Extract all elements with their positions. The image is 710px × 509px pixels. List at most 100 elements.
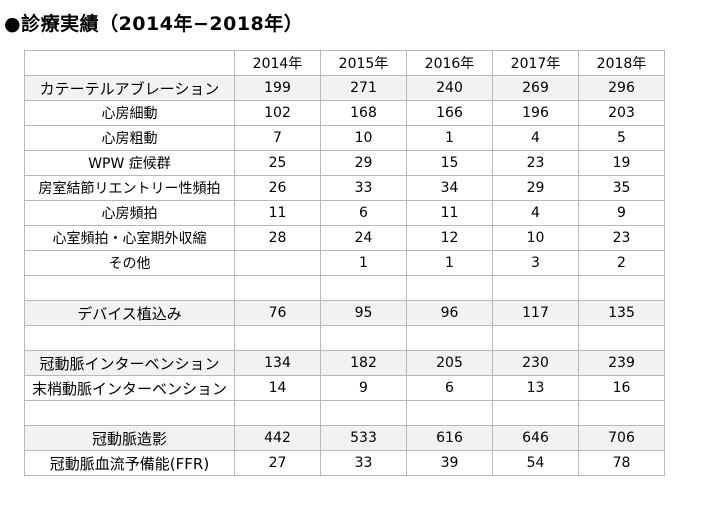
table-row: 冠動脈造影 442 533 616 646 706 bbox=[24, 425, 665, 451]
value-cell: 442 bbox=[234, 425, 321, 451]
value-cell bbox=[492, 400, 579, 426]
value-cell: 271 bbox=[320, 75, 407, 101]
row-label: 心房細動 bbox=[24, 100, 235, 126]
value-cell: 166 bbox=[406, 100, 493, 126]
header-cell bbox=[24, 50, 235, 76]
table-row: 心房細動 102 168 166 196 203 bbox=[24, 100, 665, 126]
header-cell-2014: 2014年 bbox=[234, 50, 321, 76]
value-cell: 23 bbox=[578, 225, 665, 251]
value-cell: 76 bbox=[234, 300, 321, 326]
table-row: 心房頻拍 11 6 11 4 9 bbox=[24, 200, 665, 226]
value-cell: 269 bbox=[492, 75, 579, 101]
value-cell: 240 bbox=[406, 75, 493, 101]
value-cell bbox=[578, 275, 665, 301]
row-label: デバイス植込み bbox=[24, 300, 235, 326]
value-cell: 14 bbox=[234, 375, 321, 401]
row-label: WPW 症候群 bbox=[24, 150, 235, 176]
value-cell: 706 bbox=[578, 425, 665, 451]
row-label: 房室結節リエントリー性頻拍 bbox=[24, 175, 235, 201]
value-cell bbox=[320, 325, 407, 351]
value-cell: 11 bbox=[234, 200, 321, 226]
value-cell: 25 bbox=[234, 150, 321, 176]
value-cell: 96 bbox=[406, 300, 493, 326]
row-label: 心房粗動 bbox=[24, 125, 235, 151]
value-cell: 33 bbox=[320, 450, 407, 476]
value-cell: 35 bbox=[578, 175, 665, 201]
value-cell: 11 bbox=[406, 200, 493, 226]
value-cell bbox=[492, 325, 579, 351]
value-cell bbox=[234, 400, 321, 426]
table-row: 心室頻拍・心室期外収縮 28 24 12 10 23 bbox=[24, 225, 665, 251]
value-cell: 54 bbox=[492, 450, 579, 476]
value-cell bbox=[234, 275, 321, 301]
row-label: その他 bbox=[24, 250, 235, 276]
value-cell: 23 bbox=[492, 150, 579, 176]
value-cell: 4 bbox=[492, 125, 579, 151]
value-cell: 182 bbox=[320, 350, 407, 376]
value-cell bbox=[406, 275, 493, 301]
table-row bbox=[24, 400, 665, 426]
value-cell: 29 bbox=[320, 150, 407, 176]
table-row: WPW 症候群 25 29 15 23 19 bbox=[24, 150, 665, 176]
table-header-row: 2014年 2015年 2016年 2017年 2018年 bbox=[24, 50, 665, 76]
value-cell: 95 bbox=[320, 300, 407, 326]
value-cell: 296 bbox=[578, 75, 665, 101]
table-row: カテーテルアブレーション 199 271 240 269 296 bbox=[24, 75, 665, 101]
value-cell: 135 bbox=[578, 300, 665, 326]
row-label bbox=[24, 400, 235, 426]
header-cell-2015: 2015年 bbox=[320, 50, 407, 76]
value-cell: 9 bbox=[320, 375, 407, 401]
value-cell: 4 bbox=[492, 200, 579, 226]
row-label: 心房頻拍 bbox=[24, 200, 235, 226]
value-cell: 2 bbox=[578, 250, 665, 276]
value-cell: 646 bbox=[492, 425, 579, 451]
value-cell: 10 bbox=[320, 125, 407, 151]
table-row: 心房粗動 7 10 1 4 5 bbox=[24, 125, 665, 151]
row-label bbox=[24, 275, 235, 301]
value-cell: 15 bbox=[406, 150, 493, 176]
table-body: カテーテルアブレーション 199 271 240 269 296 心房細動 102 168 166… bbox=[24, 75, 665, 476]
value-cell bbox=[320, 275, 407, 301]
page-title: ●診療実績（2014年−2018年） bbox=[4, 13, 304, 35]
row-label: 冠動脈血流予備能(FFR) bbox=[24, 450, 235, 476]
value-cell: 39 bbox=[406, 450, 493, 476]
value-cell: 168 bbox=[320, 100, 407, 126]
value-cell: 3 bbox=[492, 250, 579, 276]
value-cell: 205 bbox=[406, 350, 493, 376]
value-cell: 199 bbox=[234, 75, 321, 101]
table-row bbox=[24, 325, 665, 351]
results-table: 2014年 2015年 2016年 2017年 2018年 カテーテルアブレーシ… bbox=[24, 50, 665, 476]
row-label: 冠動脈造影 bbox=[24, 425, 235, 451]
row-label: 心室頻拍・心室期外収縮 bbox=[24, 225, 235, 251]
value-cell: 1 bbox=[406, 250, 493, 276]
value-cell bbox=[234, 250, 321, 276]
value-cell bbox=[406, 325, 493, 351]
value-cell: 13 bbox=[492, 375, 579, 401]
table-row: デバイス植込み 76 95 96 117 135 bbox=[24, 300, 665, 326]
row-label: 末梢動脈インターベンション bbox=[24, 375, 235, 401]
value-cell: 16 bbox=[578, 375, 665, 401]
table-row: 冠動脈血流予備能(FFR) 27 33 39 54 78 bbox=[24, 450, 665, 476]
value-cell: 6 bbox=[320, 200, 407, 226]
value-cell: 7 bbox=[234, 125, 321, 151]
value-cell bbox=[320, 400, 407, 426]
value-cell bbox=[234, 325, 321, 351]
value-cell: 6 bbox=[406, 375, 493, 401]
value-cell: 102 bbox=[234, 100, 321, 126]
value-cell: 239 bbox=[578, 350, 665, 376]
value-cell: 230 bbox=[492, 350, 579, 376]
value-cell: 533 bbox=[320, 425, 407, 451]
header-cell-2017: 2017年 bbox=[492, 50, 579, 76]
table-row: 房室結節リエントリー性頻拍 26 33 34 29 35 bbox=[24, 175, 665, 201]
row-label: カテーテルアブレーション bbox=[24, 75, 235, 101]
value-cell: 616 bbox=[406, 425, 493, 451]
value-cell: 9 bbox=[578, 200, 665, 226]
value-cell: 27 bbox=[234, 450, 321, 476]
value-cell bbox=[492, 275, 579, 301]
value-cell: 1 bbox=[320, 250, 407, 276]
value-cell: 24 bbox=[320, 225, 407, 251]
value-cell: 5 bbox=[578, 125, 665, 151]
value-cell: 196 bbox=[492, 100, 579, 126]
row-label bbox=[24, 325, 235, 351]
value-cell: 34 bbox=[406, 175, 493, 201]
